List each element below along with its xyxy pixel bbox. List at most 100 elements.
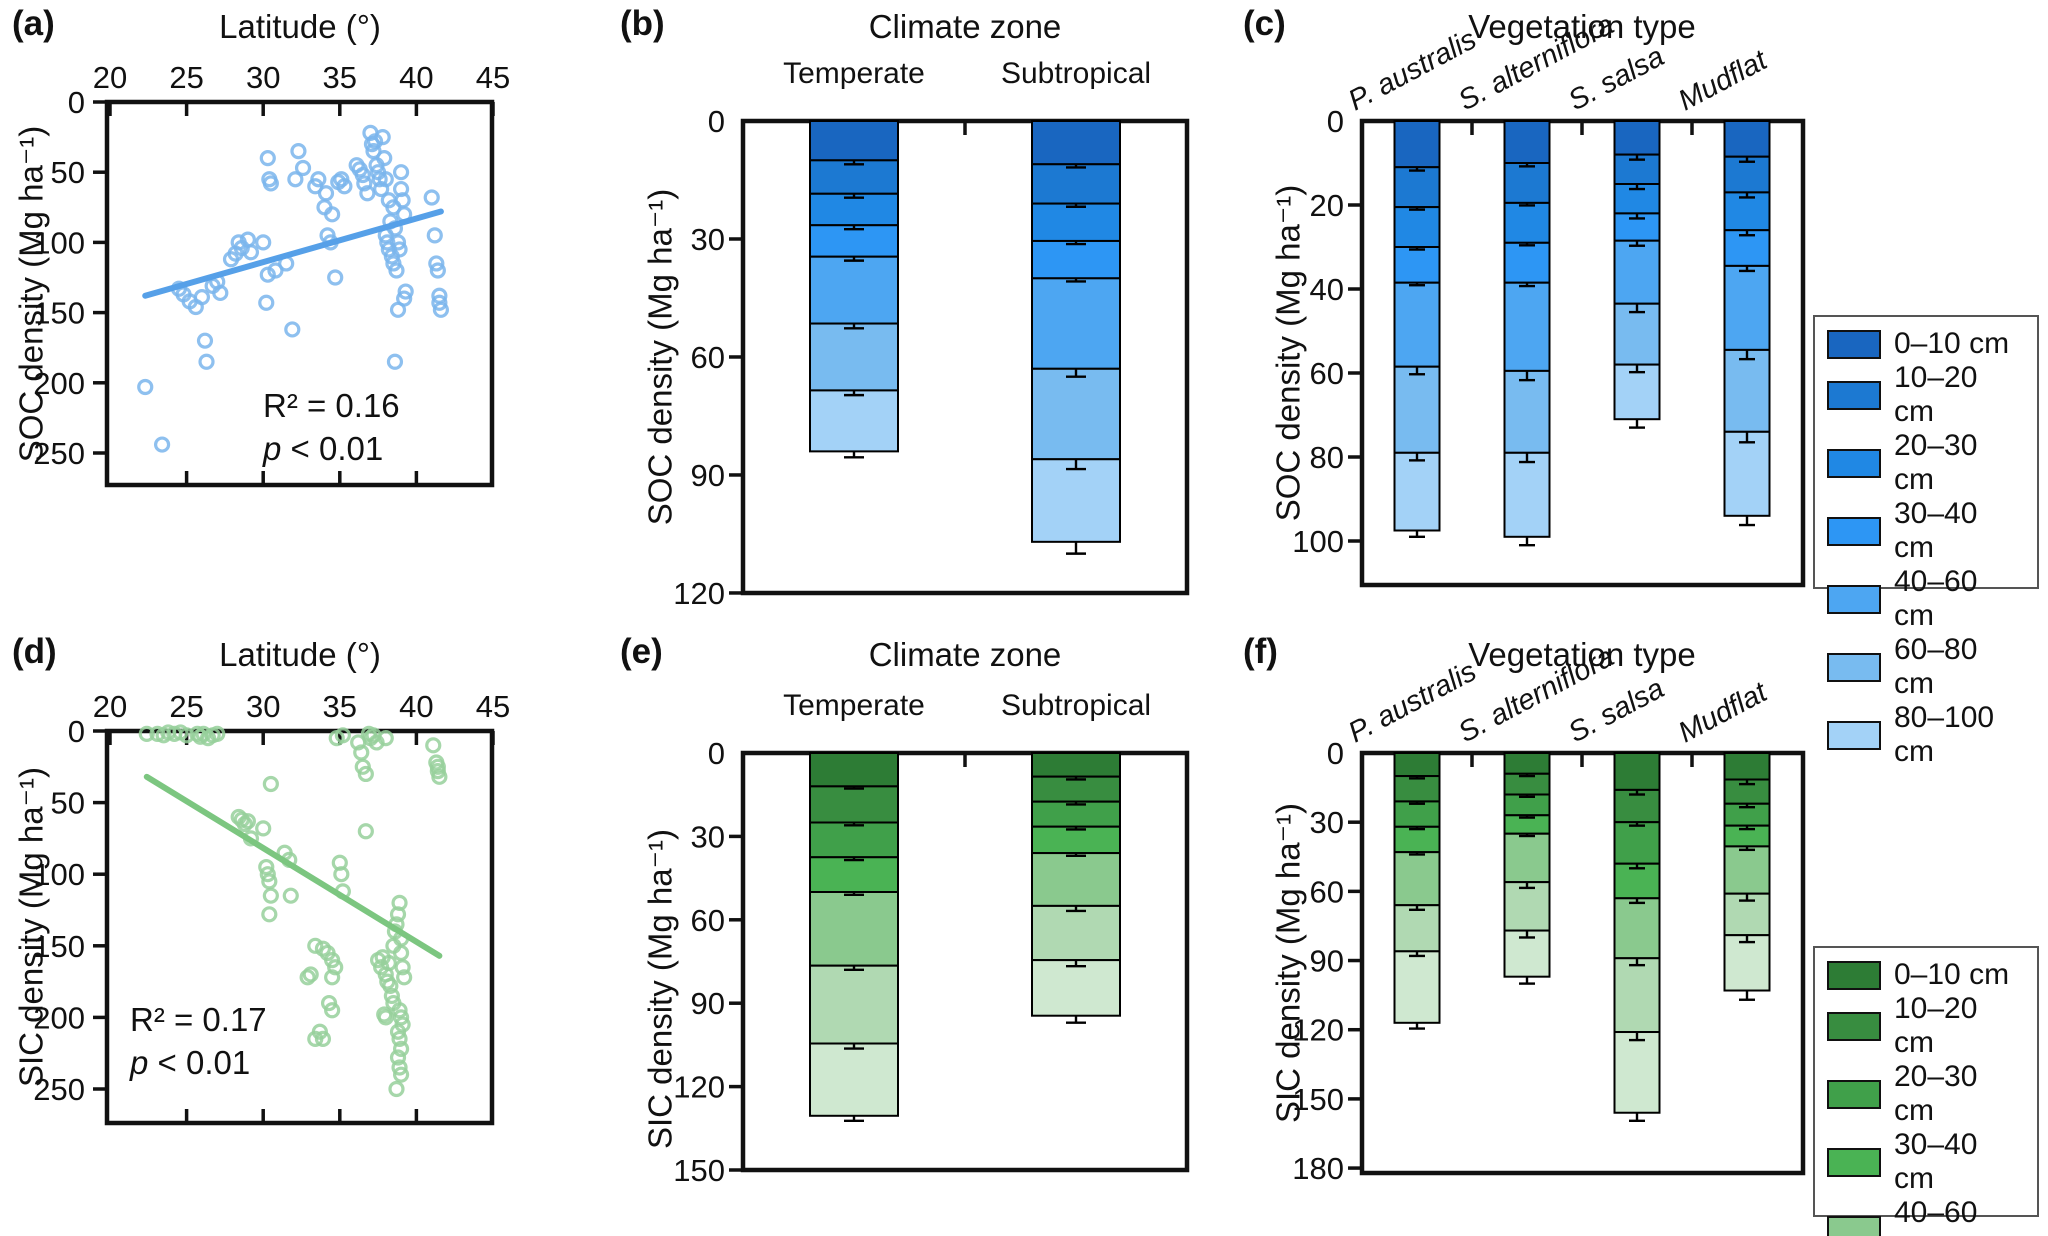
y-axis-label-b: SOC density (Mg ha⁻¹) — [641, 188, 679, 526]
scatter-point — [396, 969, 413, 986]
bar-segment-20–30 cm — [1393, 800, 1441, 828]
scatter-point — [333, 866, 350, 883]
bar-segment-0–10 cm — [1393, 120, 1441, 169]
bar-segment-60–80 cm — [1393, 904, 1441, 953]
y-tick-label: 60 — [1310, 874, 1344, 909]
category-label: Subtropical — [1001, 57, 1151, 90]
bar-segment-40–60 cm — [1393, 851, 1441, 907]
scatter-point — [365, 143, 382, 160]
bar-segment-40–60 cm — [1723, 264, 1771, 351]
bar-segment-60–80 cm — [1503, 369, 1551, 454]
legend-swatch-icon — [1827, 1079, 1881, 1109]
y-axis-label-a: SOC density (Mg ha⁻¹) — [12, 125, 50, 463]
y-tick-label: 60 — [691, 340, 725, 375]
bar-segment-60–80 cm — [809, 322, 899, 392]
legend-swatch-icon — [1827, 516, 1881, 546]
bar-segment-60–80 cm — [809, 964, 899, 1045]
bar-segment-60–80 cm — [1393, 365, 1441, 454]
bar-segment-0–10 cm — [1503, 120, 1551, 164]
y-axis-label-c: SOC density (Mg ha⁻¹) — [1269, 184, 1307, 522]
scatter-point — [426, 227, 443, 244]
panel-letter-b: (b) — [620, 4, 665, 43]
scatter-point — [153, 436, 171, 453]
legend-label: 0–10 cm — [1894, 327, 2010, 360]
y-tick-label: 40 — [1310, 272, 1344, 307]
y-tick-label: 50 — [51, 786, 85, 821]
bar-segment-0–10 cm — [1031, 752, 1121, 778]
bar-segment-0–10 cm — [1503, 752, 1551, 775]
scatter-point — [376, 150, 393, 167]
scatter-point — [193, 289, 211, 306]
y-axis-label-d: SIC density (Mg ha⁻¹) — [12, 766, 50, 1088]
bar-segment-30–40 cm — [1031, 239, 1121, 280]
scatter-point — [324, 1002, 341, 1019]
y-tick-label: 150 — [33, 929, 85, 964]
legend-label: 20–30 cm — [1894, 1060, 1978, 1127]
scatter-point — [376, 1006, 393, 1023]
regression-line — [142, 208, 444, 299]
scatter-point — [428, 255, 445, 272]
legend-row: 40–60 cm — [1827, 1196, 2025, 1236]
scatter-point — [307, 1030, 324, 1047]
scatter-point — [356, 175, 373, 192]
scatter-point — [336, 178, 353, 195]
bar-segment-60–80 cm — [1031, 367, 1121, 461]
bar-segment-40–60 cm — [1503, 832, 1551, 884]
scatter-point — [394, 959, 411, 976]
y-tick-label: 120 — [673, 1070, 725, 1105]
scatter-point — [307, 937, 324, 954]
scatter-point — [209, 725, 226, 742]
y-tick-label: 100 — [33, 225, 85, 260]
bar-segment-0–10 cm — [1613, 120, 1661, 156]
bar-segment-10–20 cm — [809, 785, 899, 824]
scatter-point — [389, 1023, 407, 1040]
legend-swatch-icon — [1827, 380, 1881, 410]
category-label: Subtropical — [1001, 689, 1151, 722]
scatter-point — [138, 725, 155, 742]
scatter-point — [392, 1066, 410, 1083]
y-axis-label-e: SIC density (Mg ha⁻¹) — [641, 828, 679, 1150]
scatter-point — [377, 730, 394, 747]
scatter-point — [379, 234, 396, 251]
bar-segment-20–30 cm — [1613, 821, 1661, 865]
legend-swatch-icon — [1827, 1147, 1881, 1177]
scatter-point — [196, 332, 214, 349]
bar-segment-40–60 cm — [1503, 281, 1551, 372]
y-tick-label: 200 — [33, 1000, 85, 1035]
bar-segment-0–10 cm — [1031, 120, 1121, 166]
y-tick-label: 30 — [691, 222, 725, 257]
x-tick-label: 35 — [323, 689, 357, 724]
bar-segment-60–80 cm — [1031, 904, 1121, 962]
r2-value-d: R² = 0.17 — [130, 1001, 267, 1038]
p-value-d: p < 0.01 — [130, 1044, 251, 1081]
legend-row: 20–30 cm — [1827, 429, 2025, 497]
scatter-point — [239, 813, 256, 830]
scatter-point — [317, 185, 335, 202]
bar-segment-0–10 cm — [809, 752, 899, 788]
category-label: Mudflat — [1673, 43, 1774, 117]
legend-label: 60–80 cm — [1894, 633, 1978, 700]
scatter-point — [314, 1030, 332, 1047]
y-tick-label: 0 — [708, 104, 725, 139]
scatter-point — [397, 283, 414, 300]
bar-segment-10–20 cm — [1393, 775, 1441, 803]
scatter-point — [391, 1030, 408, 1047]
bar-segment-40–60 cm — [1031, 852, 1121, 907]
stats-panel-a: R² = 0.16 p < 0.01 — [263, 384, 400, 470]
x-tick-label: 25 — [169, 689, 203, 724]
legend-row: 10–20 cm — [1827, 361, 2025, 429]
legend-label: 20–30 cm — [1894, 429, 1978, 496]
bar-segment-20–30 cm — [1723, 191, 1771, 232]
category-label: Temperate — [783, 57, 925, 90]
scatter-point — [327, 959, 344, 976]
y-tick-label: 50 — [51, 155, 85, 190]
bar-segment-80–100 cm — [809, 389, 899, 453]
legend-label: 10–20 cm — [1894, 992, 1978, 1059]
y-tick-label: 0 — [68, 85, 85, 120]
bar-segment-80–100 cm — [1503, 451, 1551, 538]
scatter-point — [259, 866, 276, 883]
scatter-point — [262, 887, 279, 904]
bar-segment-40–60 cm — [809, 891, 899, 967]
bar-segment-20–30 cm — [809, 821, 899, 859]
